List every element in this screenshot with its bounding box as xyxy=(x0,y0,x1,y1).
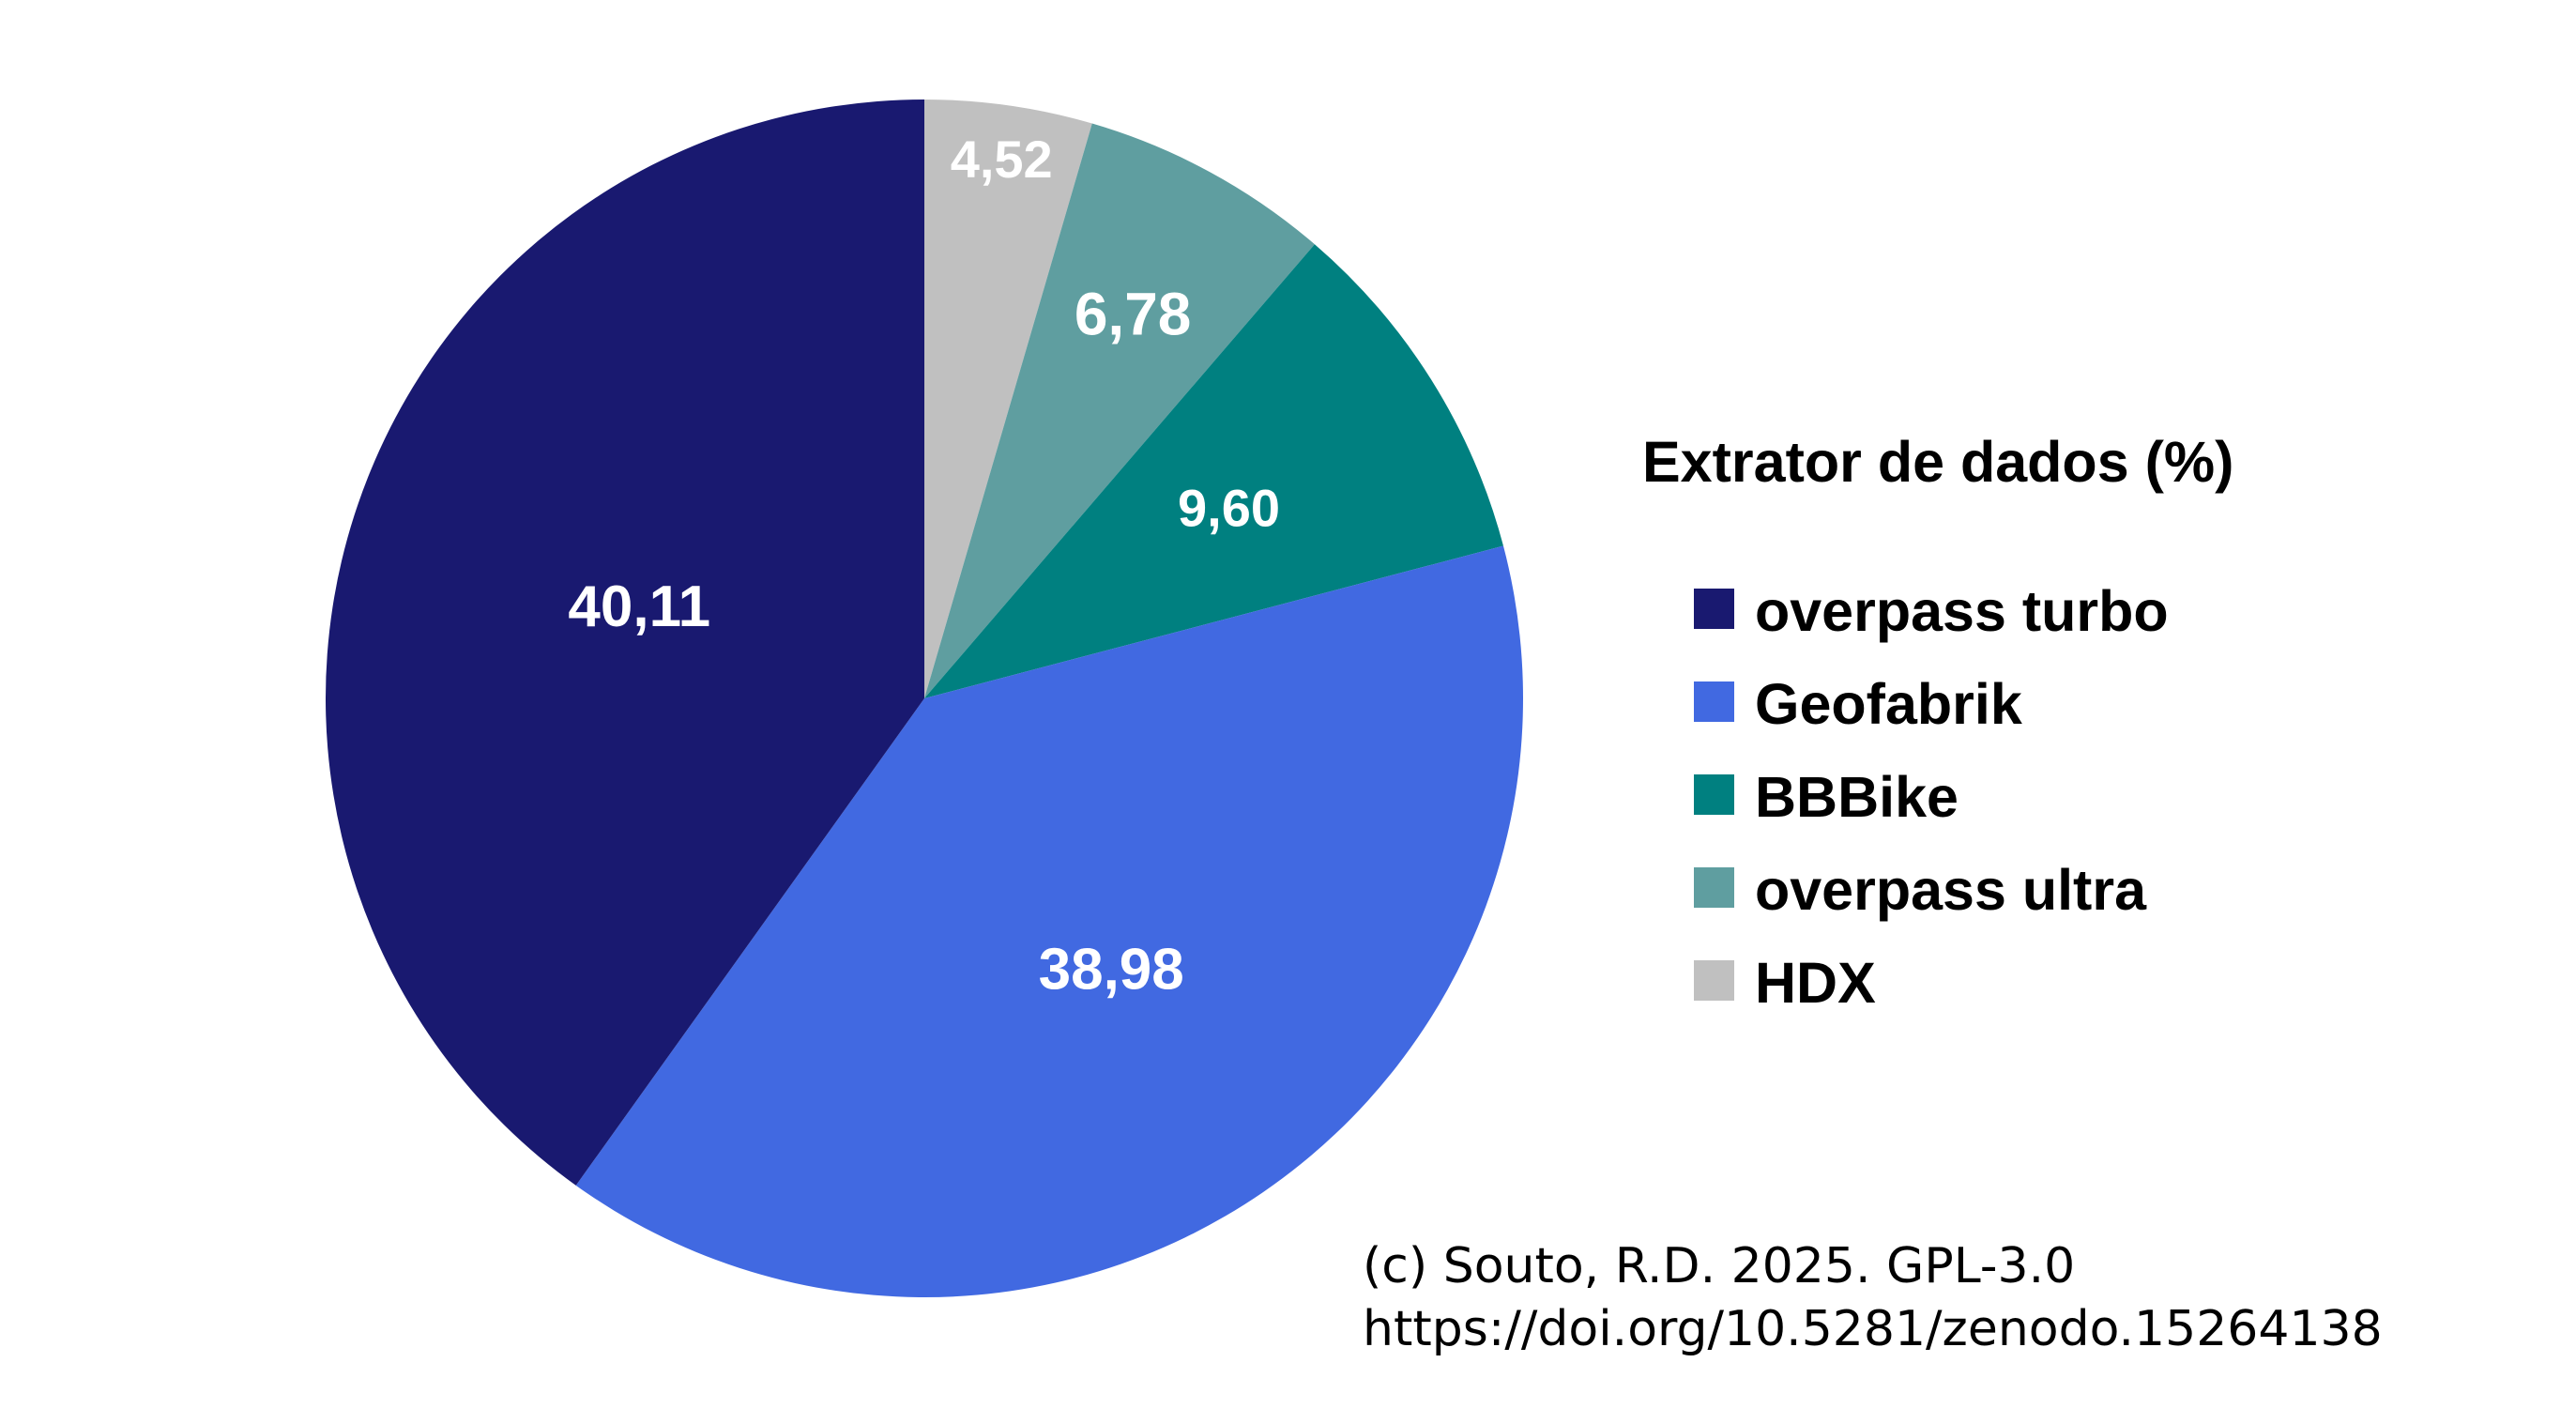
legend-label-overpass-turbo: overpass turbo xyxy=(1755,579,2169,643)
legend-title: Extrator de dados (%) xyxy=(1642,430,2233,494)
legend-items: overpass turbo Geofabrik BBBike overpass ul… xyxy=(1694,579,2169,1015)
legend-swatch-overpass-turbo xyxy=(1694,589,1734,629)
legend-swatch-geofabrik xyxy=(1694,681,1734,722)
slice-value-label-hdx: 4,52 xyxy=(951,130,1053,189)
credit-line-2: https://doi.org/10.5281/zenodo.15264138 xyxy=(1363,1301,2383,1357)
legend-label-overpass-ultra: overpass ultra xyxy=(1755,858,2147,922)
pie-slices xyxy=(325,100,1524,1298)
pie-slice-hdx xyxy=(924,100,1092,698)
slice-value-label-overpass-turbo: 40,11 xyxy=(568,574,710,639)
slice-value-label-geofabrik: 38,98 xyxy=(1039,937,1184,1002)
credit: (c) Souto, R.D. 2025. GPL-3.0 https://do… xyxy=(1363,1238,2383,1357)
legend-swatch-overpass-ultra xyxy=(1694,867,1734,908)
pie-slice-overpass-turbo xyxy=(325,100,925,1186)
slice-value-label-bbbike: 9,60 xyxy=(1178,479,1280,538)
legend-swatch-bbbike xyxy=(1694,774,1734,815)
legend-label-bbbike: BBBike xyxy=(1755,765,1959,829)
legend-label-hdx: HDX xyxy=(1755,951,1876,1015)
legend-swatch-hdx xyxy=(1694,960,1734,1001)
pie-slice-bbbike xyxy=(924,244,1503,698)
slice-value-label-overpass-ultra: 6,78 xyxy=(1075,281,1192,348)
credit-line-1: (c) Souto, R.D. 2025. GPL-3.0 xyxy=(1363,1238,2075,1294)
legend: Extrator de dados (%) overpass turbo Geof… xyxy=(1642,430,2233,1015)
pie-slice-labels: 4,52 6,78 9,60 38,98 40,11 xyxy=(568,130,1280,1003)
pie-slice-geofabrik xyxy=(575,545,1524,1298)
legend-label-geofabrik: Geofabrik xyxy=(1755,672,2022,736)
pie-slice-overpass-ultra xyxy=(924,123,1315,698)
